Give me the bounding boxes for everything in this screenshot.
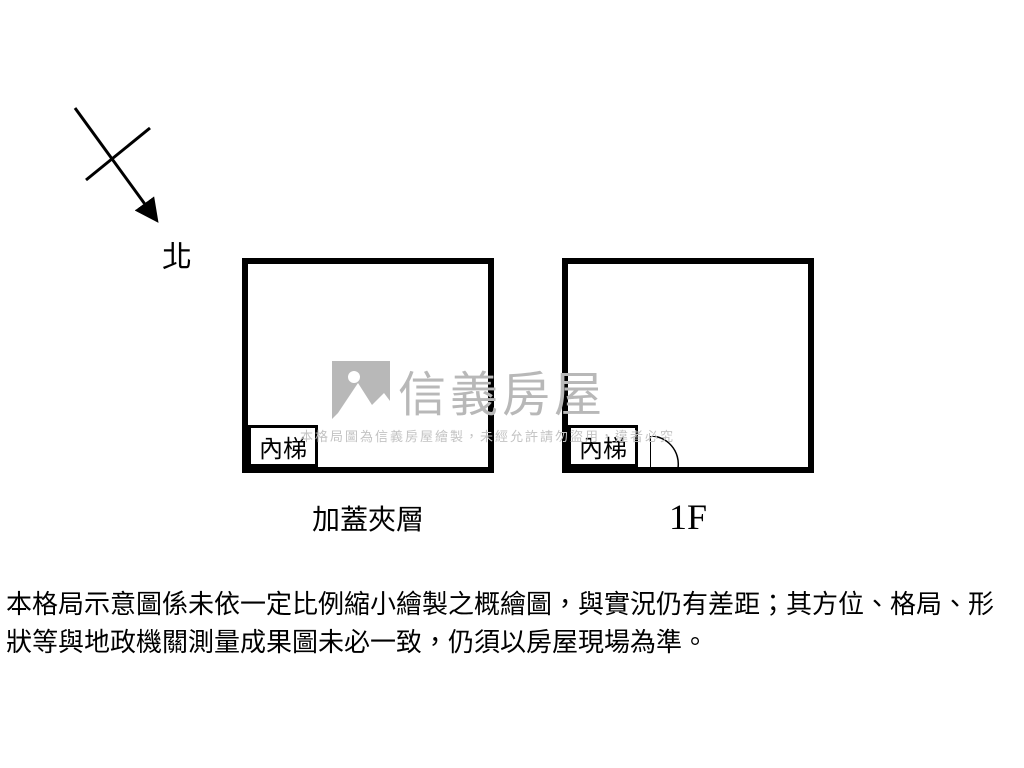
watermark-subtext: 本格局圖為信義房屋繪製，未經允許請勿盜用，違者必究 (300, 426, 675, 445)
north-label: 北 (162, 232, 192, 276)
floor-label-first-floor: 1F (648, 496, 728, 538)
floor-label-mezzanine: 加蓋夾層 (288, 498, 448, 538)
floorplan-stage: 北 內梯 加蓋夾層 內梯 1F 信義房屋 本格局圖為信義房屋繪製，未經允許請勿盜… (0, 0, 1024, 768)
watermark-person-icon (332, 361, 390, 419)
door-arc-icon (650, 436, 710, 496)
disclaimer-text: 本格局示意圖係未依一定比例縮小繪製之概繪圖，與實況仍有差距；其方位、格局、形狀等… (0, 584, 1024, 659)
watermark-logo: 信義房屋 (332, 355, 606, 425)
watermark-brand-text: 信義房屋 (398, 355, 606, 425)
